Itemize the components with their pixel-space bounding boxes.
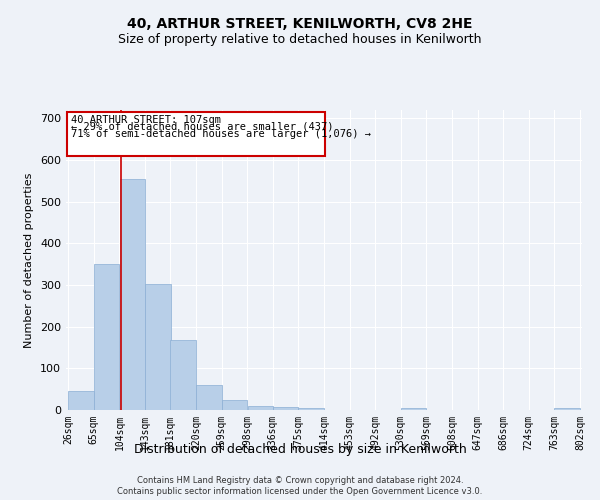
Bar: [94, 264, 119, 410]
Text: Size of property relative to detached houses in Kenilworth: Size of property relative to detached ho…: [118, 32, 482, 46]
Bar: [222, 400, 247, 410]
Bar: [298, 408, 324, 410]
Bar: [145, 284, 171, 410]
FancyBboxPatch shape: [67, 112, 325, 156]
Bar: [119, 179, 145, 410]
Bar: [554, 408, 580, 410]
Text: 40 ARTHUR STREET: 107sqm: 40 ARTHUR STREET: 107sqm: [71, 114, 221, 124]
Text: Contains HM Land Registry data © Crown copyright and database right 2024.: Contains HM Land Registry data © Crown c…: [137, 476, 463, 485]
Text: 40, ARTHUR STREET, KENILWORTH, CV8 2HE: 40, ARTHUR STREET, KENILWORTH, CV8 2HE: [127, 18, 473, 32]
Bar: [401, 408, 426, 410]
Y-axis label: Number of detached properties: Number of detached properties: [25, 172, 34, 348]
Bar: [272, 407, 298, 410]
Bar: [196, 385, 221, 410]
Text: 71% of semi-detached houses are larger (1,076) →: 71% of semi-detached houses are larger (…: [71, 128, 371, 138]
Text: ← 29% of detached houses are smaller (437): ← 29% of detached houses are smaller (43…: [71, 122, 333, 132]
Bar: [248, 406, 273, 410]
Bar: [68, 391, 94, 410]
Text: Distribution of detached houses by size in Kenilworth: Distribution of detached houses by size …: [134, 442, 466, 456]
Text: Contains public sector information licensed under the Open Government Licence v3: Contains public sector information licen…: [118, 488, 482, 496]
Bar: [170, 340, 196, 410]
